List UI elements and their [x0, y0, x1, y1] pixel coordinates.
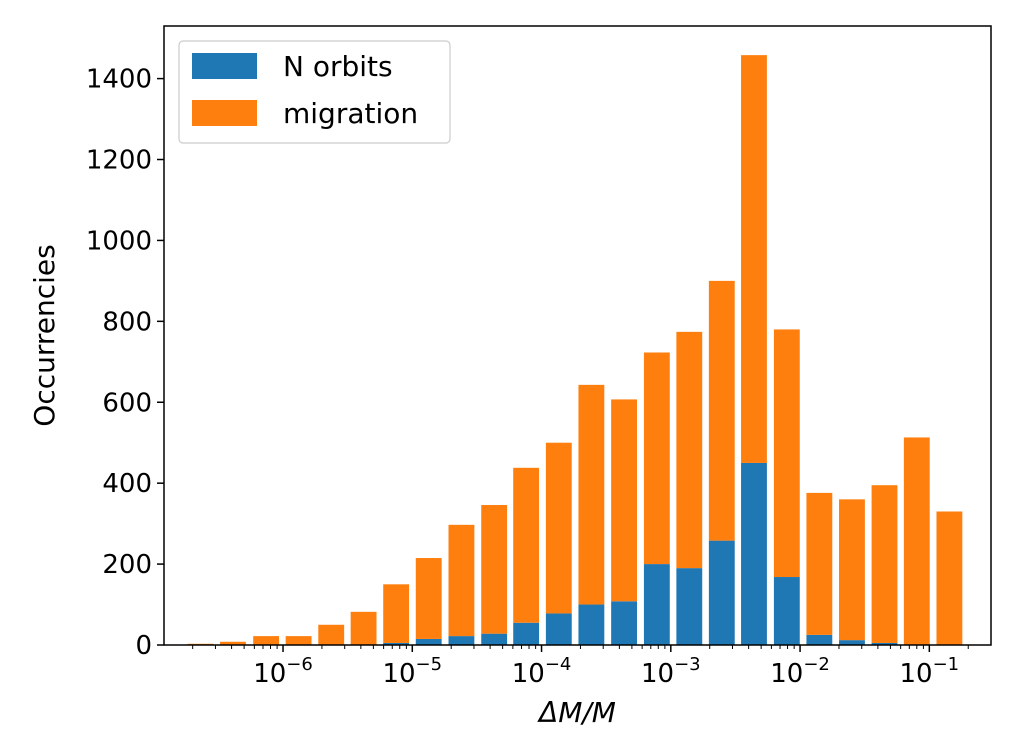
bar-migration [285, 636, 312, 645]
bar-migration [741, 55, 767, 463]
x-tick-label: 10−5 [382, 654, 442, 689]
bar-migration [871, 485, 898, 643]
bar-migration [773, 329, 800, 578]
bar-n-orbits [871, 642, 898, 645]
bar-n-orbits [708, 540, 735, 645]
x-axis: 10−6 10−5 10−4 10−3 10−2 10−1 [192, 645, 969, 689]
bar-migration [318, 624, 345, 645]
legend-swatch-n-orbits [192, 53, 257, 79]
bar-n-orbits [448, 636, 475, 645]
bar-migration [220, 641, 246, 645]
y-tick-label: 200 [102, 550, 152, 580]
bar-migration [643, 352, 670, 565]
x-tick-label: 10−2 [770, 654, 830, 689]
bar-migration [611, 399, 637, 602]
x-tick-label: 10−6 [253, 654, 313, 689]
bar-migration [383, 584, 410, 643]
bar-n-orbits [676, 568, 703, 645]
bar-migration [481, 505, 508, 634]
bar-migration [708, 280, 735, 541]
bar-migration [415, 558, 442, 639]
legend-label-n-orbits: N orbits [283, 50, 393, 83]
x-axis-label: ΔM/M [537, 696, 616, 729]
x-tick-label: 10−4 [512, 654, 572, 689]
y-axis: 0 200 400 600 800 1000 1200 1400 [86, 65, 164, 661]
bar-migration [903, 437, 930, 645]
bar-migration [578, 384, 605, 605]
y-tick-label: 400 [102, 469, 152, 499]
bar-n-orbits [643, 564, 670, 645]
y-tick-label: 600 [102, 388, 152, 418]
bar-n-orbits [415, 638, 442, 645]
bar-migration [806, 492, 833, 635]
bar-migration [350, 611, 377, 645]
bar-n-orbits [806, 634, 833, 645]
bars-layer [187, 55, 963, 645]
bar-n-orbits [513, 622, 540, 645]
legend-label-migration: migration [283, 97, 418, 130]
y-tick-label: 1200 [86, 146, 152, 176]
bar-n-orbits [481, 633, 508, 645]
bar-migration [253, 636, 280, 645]
x-tick-label: 10−1 [900, 654, 960, 689]
bar-migration [839, 499, 865, 641]
y-tick-label: 800 [102, 307, 152, 337]
bar-n-orbits [545, 613, 572, 645]
bar-n-orbits [578, 604, 605, 645]
bar-n-orbits [383, 642, 410, 645]
bar-n-orbits [611, 601, 637, 645]
bar-n-orbits [839, 640, 865, 645]
bar-migration [448, 524, 475, 637]
y-tick-label: 1000 [86, 226, 152, 256]
y-tick-label: 1400 [86, 65, 152, 95]
y-axis-label: Occurrencies [28, 244, 61, 426]
x-tick-label: 10−3 [641, 654, 701, 689]
legend: N orbits migration [178, 40, 451, 144]
legend-swatch-migration [192, 100, 257, 126]
y-tick-label: 0 [135, 631, 152, 661]
plot-frame [163, 25, 992, 646]
bar-migration [513, 467, 540, 623]
bar-n-orbits [741, 462, 767, 645]
bar-migration [936, 511, 963, 645]
bar-migration [676, 331, 703, 569]
bar-migration [545, 442, 572, 614]
bar-n-orbits [773, 577, 800, 645]
